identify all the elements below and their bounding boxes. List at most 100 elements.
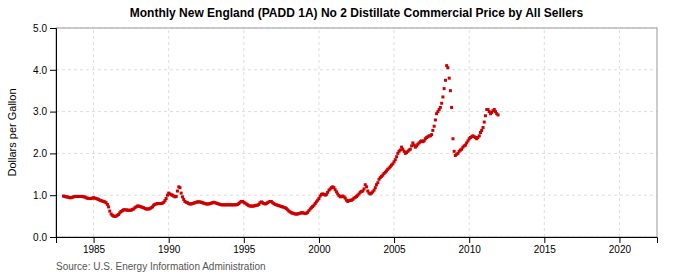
point bbox=[484, 114, 487, 117]
x-tick-mark bbox=[244, 237, 245, 243]
grid bbox=[56, 28, 657, 237]
y-tick: 2.0 bbox=[33, 148, 56, 159]
points bbox=[62, 64, 500, 218]
x-tick-mark bbox=[469, 237, 470, 243]
grid-line-y bbox=[56, 153, 657, 154]
plot-frame bbox=[56, 28, 657, 237]
x-tick: 1990 bbox=[158, 237, 181, 255]
point bbox=[483, 121, 486, 124]
point bbox=[478, 134, 481, 137]
y-tick-mark bbox=[50, 237, 56, 238]
chart: 1985 1990 1995 2000 2005 2010 2015 2020 0.0 1.0 2.… bbox=[0, 0, 675, 275]
grid-line-x bbox=[318, 28, 319, 237]
y-tick-label: 5.0 bbox=[33, 23, 47, 34]
point bbox=[446, 66, 449, 69]
y-tick-label: 0.0 bbox=[33, 232, 47, 243]
x-tick-mark bbox=[94, 237, 95, 243]
x-tick: 1995 bbox=[233, 237, 256, 255]
x-tick-label: 2010 bbox=[459, 244, 482, 255]
y-tick-label: 1.0 bbox=[33, 190, 47, 201]
x-axis-line bbox=[57, 238, 658, 244]
y-tick: 5.0 bbox=[33, 23, 56, 34]
x-tick: 1985 bbox=[83, 237, 106, 255]
y-tick: 3.0 bbox=[33, 106, 56, 117]
grid-line-x bbox=[619, 28, 620, 237]
x-tick-label: 2005 bbox=[383, 244, 406, 255]
x-tick-label: 1995 bbox=[233, 244, 256, 255]
point bbox=[439, 106, 442, 109]
point bbox=[451, 137, 454, 140]
point bbox=[449, 89, 452, 92]
x-tick: 2010 bbox=[459, 237, 482, 255]
x-tick-label: 2020 bbox=[609, 244, 632, 255]
point bbox=[450, 106, 453, 109]
x-tick-label: 1990 bbox=[158, 244, 181, 255]
x-tick-mark bbox=[619, 237, 620, 243]
point bbox=[175, 195, 178, 198]
point bbox=[165, 197, 168, 200]
grid-line-x bbox=[469, 28, 470, 237]
y-tick: 0.0 bbox=[33, 232, 56, 243]
point bbox=[430, 133, 433, 136]
point bbox=[176, 190, 179, 193]
x-tick-mark bbox=[544, 237, 545, 243]
y-tick-mark bbox=[50, 28, 56, 29]
point bbox=[431, 129, 434, 132]
x-tick-mark bbox=[319, 237, 320, 243]
grid-line-x bbox=[168, 28, 169, 237]
grid-line-x bbox=[243, 28, 244, 237]
point bbox=[440, 102, 443, 105]
point bbox=[178, 186, 181, 189]
grid-line-x bbox=[93, 28, 94, 237]
y-tick-mark bbox=[50, 112, 56, 113]
grid-line-x bbox=[544, 28, 545, 237]
point bbox=[363, 187, 366, 190]
point bbox=[108, 210, 111, 213]
point bbox=[409, 148, 412, 151]
point bbox=[444, 79, 447, 82]
point bbox=[180, 192, 183, 195]
point bbox=[394, 158, 397, 161]
point bbox=[374, 186, 377, 189]
point bbox=[497, 113, 500, 116]
x-tick: 2000 bbox=[308, 237, 331, 255]
x-tick-label: 1985 bbox=[83, 244, 106, 255]
x-tick-label: 2015 bbox=[534, 244, 557, 255]
x-tick: 2020 bbox=[609, 237, 632, 255]
y-tick: 1.0 bbox=[33, 190, 56, 201]
point bbox=[443, 87, 446, 90]
y-axis-line bbox=[50, 29, 57, 238]
point bbox=[107, 205, 110, 208]
x-axis: 1985 1990 1995 2000 2005 2010 2015 2020 bbox=[57, 237, 658, 255]
x-tick: 2005 bbox=[383, 237, 406, 255]
y-tick-label: 4.0 bbox=[33, 65, 47, 76]
point bbox=[365, 185, 368, 188]
grid-line-x bbox=[394, 28, 395, 237]
y-axis: 0.0 1.0 2.0 3.0 4.0 5.0 bbox=[33, 23, 56, 243]
point bbox=[376, 181, 379, 184]
y-tick-mark bbox=[50, 195, 56, 196]
title: Monthly New England (PADD 1A) No 2 Disti… bbox=[130, 6, 584, 20]
y-tick-mark bbox=[50, 153, 56, 154]
point bbox=[434, 118, 437, 121]
y-tick-mark bbox=[50, 70, 56, 71]
point bbox=[395, 155, 398, 158]
x-tick-mark bbox=[169, 237, 170, 243]
y-tick: 4.0 bbox=[33, 65, 56, 76]
point bbox=[441, 95, 444, 98]
x-tick-label: 2000 bbox=[308, 244, 331, 255]
point bbox=[482, 126, 485, 129]
grid-line-y bbox=[56, 195, 657, 196]
y-tick-label: 3.0 bbox=[33, 106, 47, 117]
grid-line-y bbox=[56, 111, 657, 112]
point bbox=[448, 77, 451, 80]
y-tick-label: 2.0 bbox=[33, 148, 47, 159]
point bbox=[480, 129, 483, 132]
x-tick: 2015 bbox=[534, 237, 557, 255]
point bbox=[433, 125, 436, 128]
point bbox=[453, 150, 456, 153]
grid-line-y bbox=[56, 69, 657, 70]
y-axis-title: Dollars per Gallon bbox=[6, 88, 18, 176]
x-tick-mark bbox=[394, 237, 395, 243]
annotation: Source: U.S. Energy Information Administ… bbox=[56, 261, 266, 272]
